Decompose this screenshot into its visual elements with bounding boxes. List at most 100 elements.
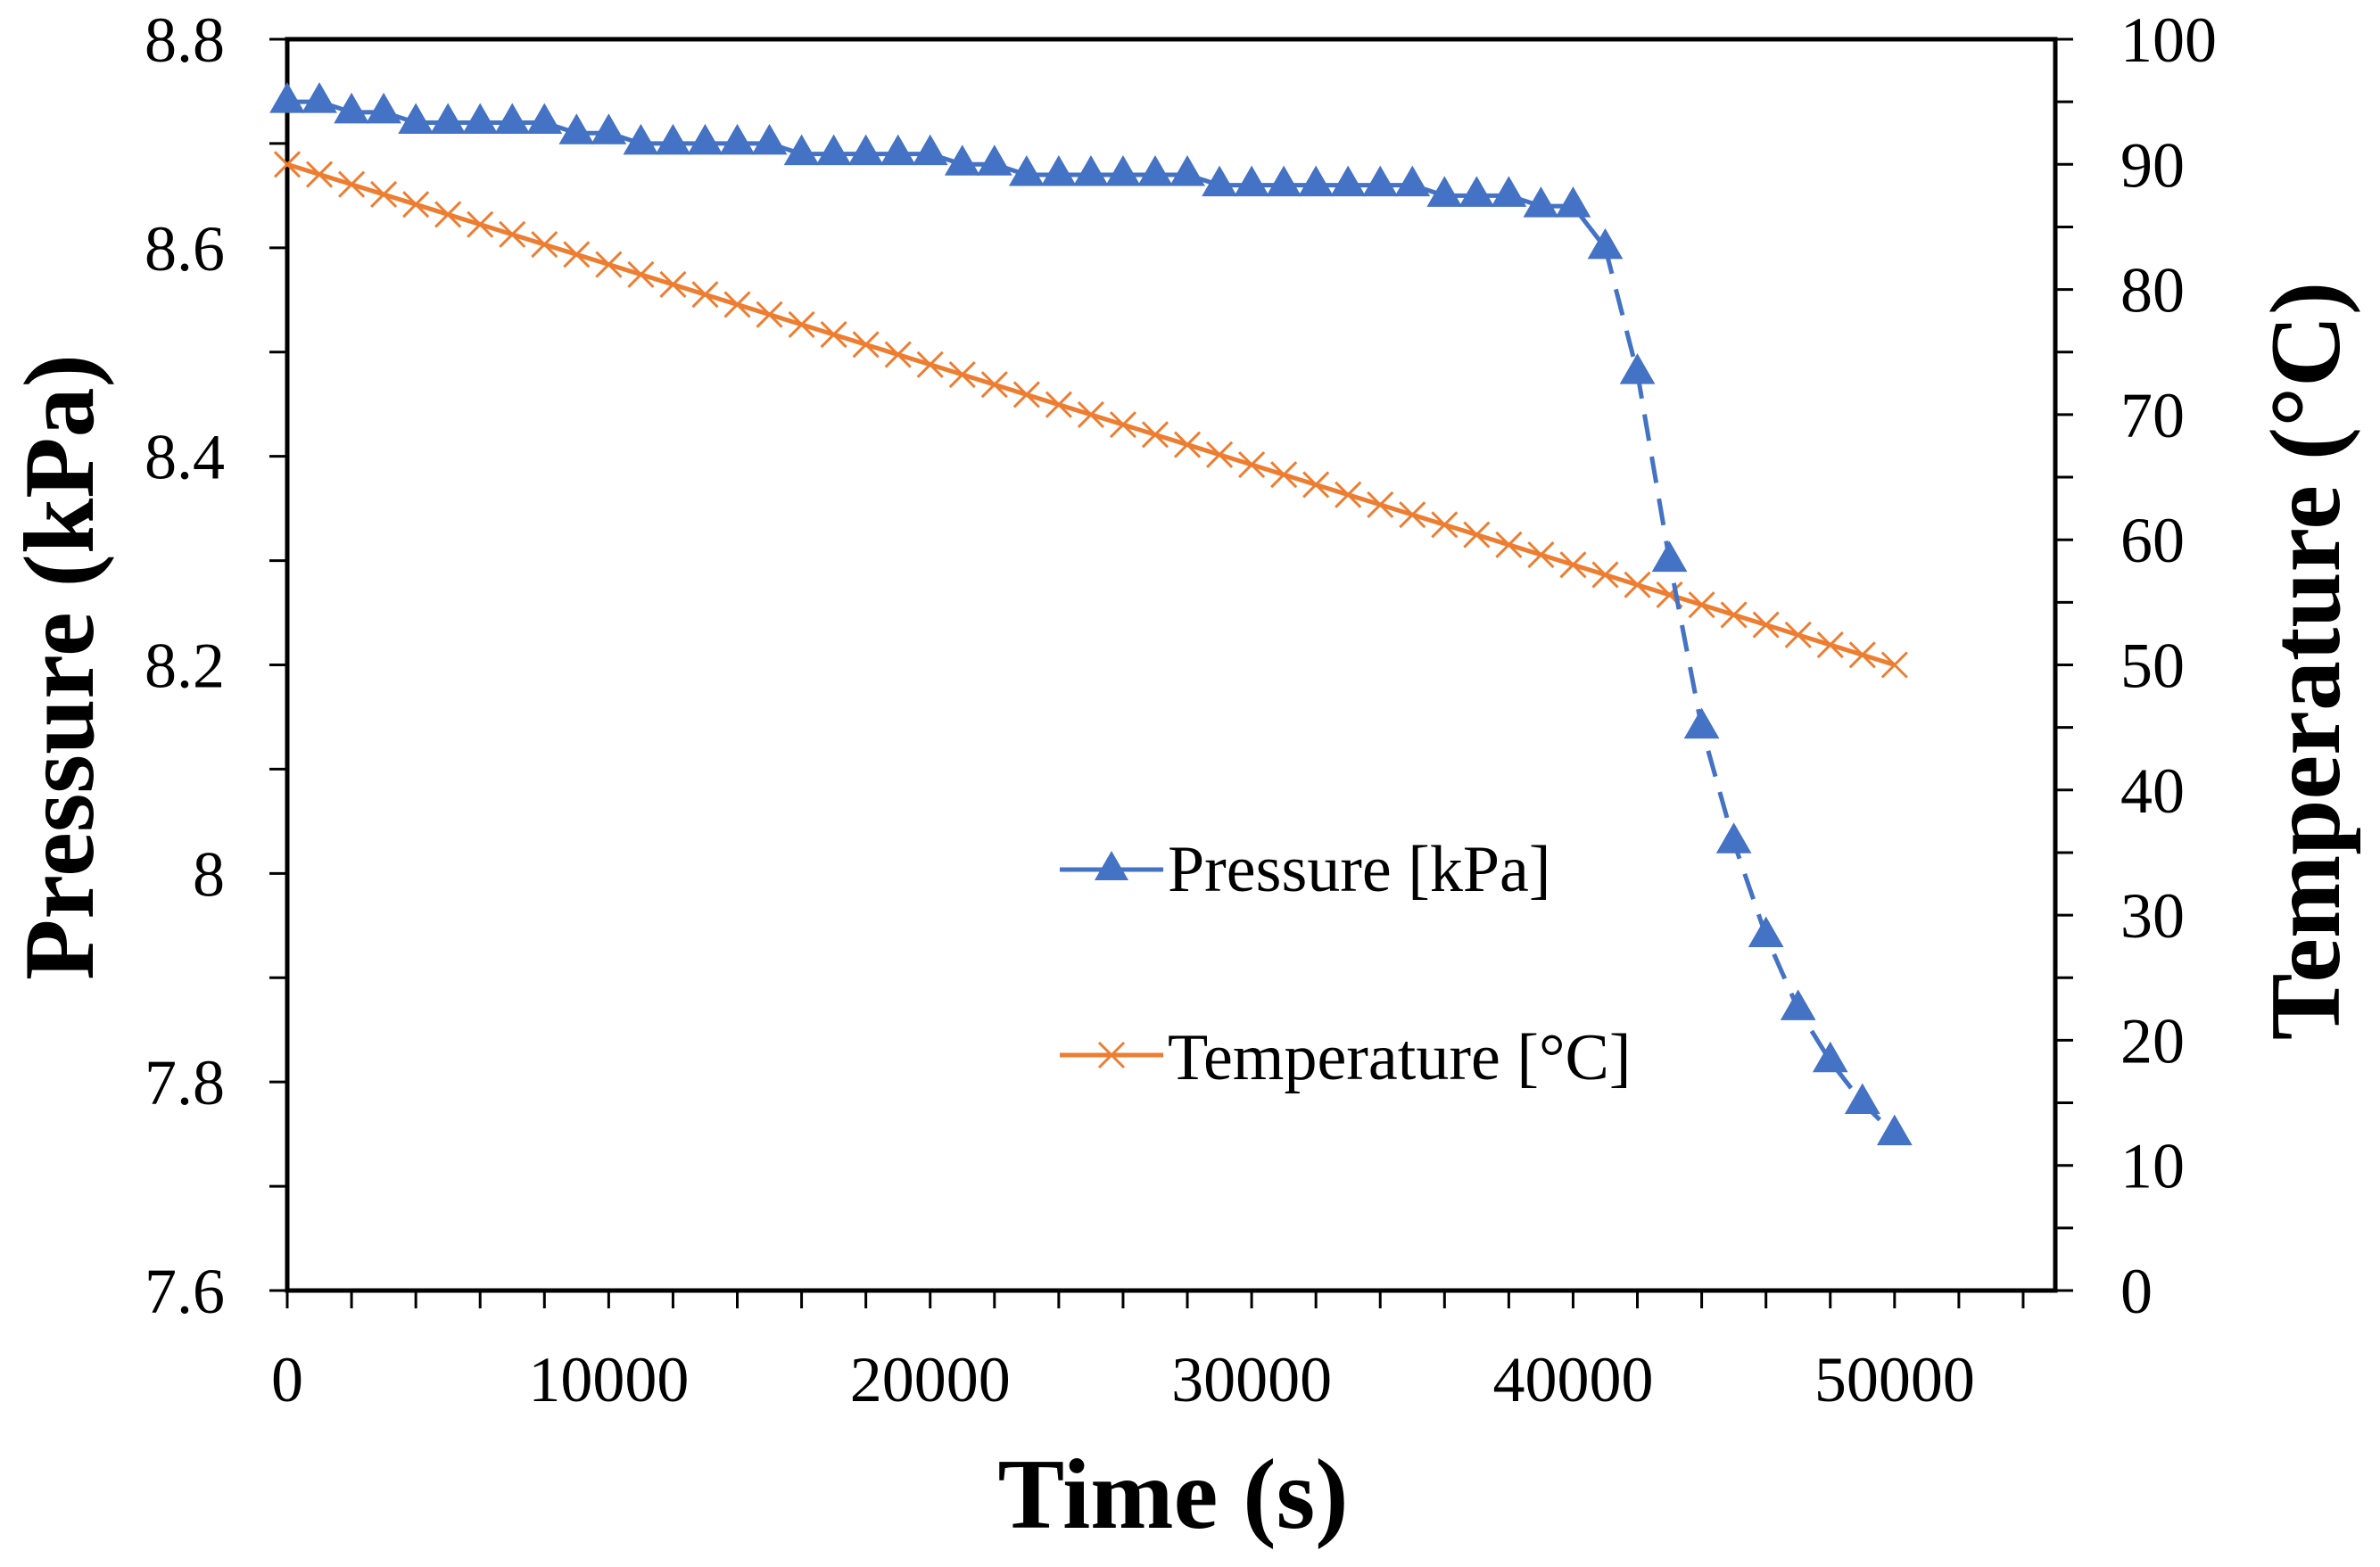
right-y-tick-label: 80 bbox=[2120, 255, 2185, 326]
x-tick-label: 40000 bbox=[1492, 1344, 1653, 1415]
temperature-marker bbox=[980, 371, 1008, 399]
pressure-marker bbox=[398, 103, 434, 135]
pressure-marker bbox=[1844, 1083, 1880, 1115]
x-tick-label: 50000 bbox=[1814, 1344, 1975, 1415]
pressure-marker bbox=[880, 134, 916, 166]
temperature-marker bbox=[595, 251, 623, 278]
temperature-marker bbox=[1848, 641, 1876, 669]
legend-entry-pressure: Pressure [kPa] bbox=[1060, 833, 1551, 906]
right-y-axis-title: Temperature (°C) bbox=[2251, 282, 2361, 1040]
temperature-marker bbox=[531, 231, 558, 259]
temperature-marker bbox=[402, 191, 430, 219]
temperature-marker-stroke bbox=[1238, 450, 1266, 479]
x-tick-label: 30000 bbox=[1171, 1344, 1332, 1415]
temperature-marker bbox=[916, 351, 944, 378]
pressure-marker bbox=[1234, 165, 1269, 197]
pressure-marker bbox=[462, 103, 499, 135]
temperature-marker-stroke bbox=[691, 281, 719, 309]
temperature-marker bbox=[948, 360, 976, 389]
temperature-marker bbox=[305, 161, 334, 188]
pressure-marker bbox=[1715, 822, 1752, 854]
temperature-marker bbox=[723, 291, 751, 318]
temperature-marker-stroke bbox=[1077, 400, 1104, 428]
pressure-marker bbox=[591, 113, 627, 144]
left-y-tick-label: 8.2 bbox=[145, 631, 225, 702]
legend-temperature-label: Temperature [°C] bbox=[1168, 1021, 1632, 1094]
pressure-marker bbox=[1008, 154, 1045, 186]
temperature-series bbox=[273, 151, 1908, 679]
pressure-marker bbox=[1555, 186, 1591, 218]
pressure-marker bbox=[1137, 154, 1173, 186]
temperature-marker-stroke bbox=[273, 151, 302, 178]
temperature-marker-stroke bbox=[1752, 611, 1780, 639]
pressure-marker bbox=[1491, 176, 1527, 207]
temperature-marker-stroke bbox=[1591, 561, 1619, 589]
temperature-marker-stroke bbox=[370, 180, 398, 209]
pressure-marker bbox=[1683, 707, 1720, 739]
temperature-marker bbox=[1559, 551, 1587, 579]
pressure-marker bbox=[366, 92, 401, 124]
legend-entry-temperature: Temperature [°C] bbox=[1060, 1021, 1632, 1094]
temperature-marker-stroke bbox=[1784, 621, 1812, 648]
temperature-marker bbox=[1302, 471, 1330, 499]
right-y-tick-label: 50 bbox=[2120, 631, 2185, 702]
pressure-marker bbox=[655, 123, 691, 155]
pressure-marker bbox=[1202, 165, 1237, 197]
pressure-marker bbox=[1587, 227, 1624, 260]
temperature-marker bbox=[1399, 501, 1426, 529]
temperature-marker bbox=[1012, 381, 1040, 408]
temperature-marker bbox=[1880, 651, 1908, 679]
temperature-marker-stroke bbox=[1141, 421, 1169, 449]
temperature-marker bbox=[1431, 511, 1459, 539]
pressure-marker bbox=[847, 134, 884, 166]
temperature-marker bbox=[1752, 611, 1780, 639]
right-y-tick-label: 60 bbox=[2120, 505, 2185, 576]
temperature-marker bbox=[370, 180, 398, 209]
pressure-marker bbox=[1812, 1041, 1848, 1073]
temperature-marker bbox=[1784, 621, 1812, 648]
temperature-marker-stroke bbox=[1109, 411, 1137, 439]
temperature-marker bbox=[1720, 601, 1748, 629]
x-tick-label: 0 bbox=[271, 1344, 303, 1415]
pressure-marker bbox=[751, 123, 788, 155]
temperature-marker-stroke bbox=[402, 191, 430, 219]
legend: Pressure [kPa] Temperature [°C] bbox=[1060, 833, 1632, 1094]
temperature-marker-stroke bbox=[1880, 651, 1908, 679]
left-y-tick-label: 7.6 bbox=[145, 1256, 225, 1327]
right-y-tick-label: 100 bbox=[2120, 4, 2217, 76]
temperature-marker bbox=[563, 241, 591, 268]
pressure-marker bbox=[526, 103, 563, 135]
pressure-marker bbox=[1459, 176, 1495, 207]
x-axis-title: Time (s) bbox=[998, 1439, 1349, 1550]
right-y-tick-label: 40 bbox=[2120, 755, 2185, 827]
pressure-marker bbox=[1073, 154, 1109, 186]
pressure-marker bbox=[1426, 176, 1463, 207]
temperature-marker-stroke bbox=[948, 360, 976, 389]
pressure-marker bbox=[1876, 1114, 1913, 1146]
pressure-marker bbox=[558, 113, 595, 144]
right-y-tick-label: 90 bbox=[2120, 129, 2185, 201]
temperature-marker-stroke bbox=[1463, 521, 1491, 548]
temperature-marker-stroke bbox=[1720, 601, 1748, 629]
temperature-marker-stroke bbox=[1335, 481, 1362, 508]
x-tick-label: 20000 bbox=[850, 1344, 1011, 1415]
right-y-tick-label: 0 bbox=[2120, 1256, 2153, 1327]
pressure-marker bbox=[1748, 916, 1784, 947]
temperature-marker-stroke bbox=[1527, 540, 1555, 569]
temperature-marker bbox=[1270, 461, 1298, 489]
temperature-marker-stroke bbox=[1431, 511, 1459, 539]
temperature-marker-stroke bbox=[338, 170, 366, 198]
temperature-marker bbox=[1077, 400, 1104, 428]
plot-area-frame bbox=[285, 37, 2058, 1293]
temperature-marker-stroke bbox=[1270, 461, 1298, 489]
legend-pressure-marker bbox=[1095, 851, 1128, 880]
right-y-tick-label: 10 bbox=[2120, 1131, 2185, 1202]
temperature-marker bbox=[1591, 561, 1619, 589]
temperature-marker bbox=[1624, 571, 1651, 598]
pressure-marker bbox=[783, 134, 820, 166]
right-y-tick-label: 70 bbox=[2120, 380, 2185, 451]
temperature-marker-stroke bbox=[467, 210, 494, 238]
temperature-marker-stroke bbox=[531, 231, 558, 259]
temperature-marker bbox=[1238, 450, 1266, 479]
